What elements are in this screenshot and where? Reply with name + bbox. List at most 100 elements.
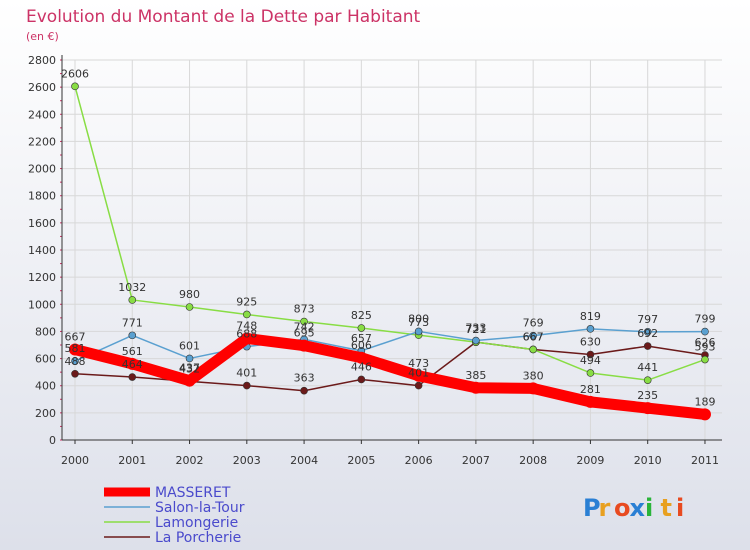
data-label: 773 xyxy=(408,316,429,329)
series-point xyxy=(71,82,79,91)
y-tick-label: 2200 xyxy=(28,135,56,148)
series-point xyxy=(71,369,79,378)
data-label: 771 xyxy=(122,316,143,329)
series-point xyxy=(243,310,251,319)
x-tick-label: 2008 xyxy=(519,454,547,467)
y-tick-label: 200 xyxy=(35,407,56,420)
chart-title: Evolution du Montant de la Dette par Hab… xyxy=(26,7,421,27)
series-point xyxy=(701,355,709,364)
legend-label: MASSERET xyxy=(155,485,231,501)
series-point xyxy=(643,342,652,350)
legend-label: Lamongerie xyxy=(155,515,238,531)
data-label: 748 xyxy=(236,319,257,332)
data-label: 441 xyxy=(637,361,658,374)
data-label: 235 xyxy=(637,389,658,402)
series-point xyxy=(414,381,423,390)
series-point xyxy=(71,357,79,365)
data-label: 281 xyxy=(580,383,601,396)
logo-letter: r xyxy=(599,494,611,522)
series-line xyxy=(74,85,706,381)
data-label: 401 xyxy=(236,367,257,380)
x-tick-label: 2010 xyxy=(634,454,662,467)
y-tick-label: 1000 xyxy=(28,298,56,311)
x-tick-label: 2007 xyxy=(462,454,490,467)
series-point xyxy=(300,386,308,395)
series-point xyxy=(641,402,654,415)
series-point xyxy=(529,345,537,354)
data-labels: 488 464 432 401 363 446 401 721 667 630 692 626 2606… xyxy=(61,67,715,408)
series-point xyxy=(185,303,194,311)
y-tick-label: 2400 xyxy=(28,108,56,121)
data-label: 401 xyxy=(408,367,429,380)
data-label: 742 xyxy=(294,320,315,333)
series-point xyxy=(469,381,482,394)
data-label: 446 xyxy=(351,360,372,373)
y-tick-label: 1200 xyxy=(28,271,56,284)
x-tick-label: 2001 xyxy=(118,454,146,467)
series-line xyxy=(69,332,711,420)
series-point xyxy=(414,327,423,336)
data-label: 688 xyxy=(236,328,257,341)
series-point xyxy=(183,374,196,387)
y-tick-label: 1400 xyxy=(28,244,56,257)
data-label: 464 xyxy=(122,358,143,371)
data-label: 721 xyxy=(465,323,486,336)
y-tick-label: 400 xyxy=(35,380,56,393)
y-tick-label: 2600 xyxy=(28,81,56,94)
series-point xyxy=(185,354,194,363)
data-label: 800 xyxy=(408,312,429,325)
x-tick-label: 2000 xyxy=(61,454,89,467)
proxiti-logo: Pr o x i t i xyxy=(583,494,684,522)
series-point xyxy=(698,408,711,421)
series-point xyxy=(529,331,537,340)
axes: 0 200 400 600 800 1000 1200 1400 1600 1800 2000 220… xyxy=(28,54,722,467)
data-label: 561 xyxy=(122,345,143,358)
y-tick-label: 1800 xyxy=(28,190,56,203)
x-tick-label: 2006 xyxy=(405,454,433,467)
data-label: 189 xyxy=(694,395,715,408)
legend-label: Salon-la-Tour xyxy=(155,500,245,516)
logo-letter: P xyxy=(583,494,601,522)
series-point xyxy=(584,395,597,408)
data-label: 733 xyxy=(465,322,486,335)
data-label: 980 xyxy=(179,288,200,301)
series-point xyxy=(128,373,137,381)
x-tick-label: 2004 xyxy=(290,454,318,467)
series-point xyxy=(412,369,425,382)
data-label: 601 xyxy=(179,339,200,352)
data-label: 380 xyxy=(523,369,544,382)
series-point xyxy=(240,332,253,345)
data-label: 799 xyxy=(694,313,715,326)
data-label: 825 xyxy=(351,309,372,322)
data-label: 695 xyxy=(294,327,315,340)
logo-letter: i xyxy=(645,494,653,522)
series-point xyxy=(128,296,137,304)
data-label: 593 xyxy=(694,341,715,354)
data-label: 494 xyxy=(580,354,601,367)
y-tick-label: 2000 xyxy=(28,163,56,176)
data-label: 819 xyxy=(580,310,601,323)
x-tick-label: 2003 xyxy=(233,454,261,467)
x-tick-label: 2005 xyxy=(347,454,375,467)
series-point xyxy=(126,357,139,370)
series-point xyxy=(472,336,480,345)
logo-letter: t xyxy=(661,494,672,522)
y-tick-label: 0 xyxy=(49,434,56,447)
series xyxy=(69,82,711,421)
legend-label: La Porcherie xyxy=(155,530,241,546)
logo-letter: o xyxy=(614,494,631,522)
x-tick-label: 2009 xyxy=(576,454,604,467)
data-label: 473 xyxy=(408,357,429,370)
logo-letter: i xyxy=(676,494,684,522)
data-label: 1032 xyxy=(118,281,146,294)
data-label: 363 xyxy=(294,372,315,385)
data-label: 630 xyxy=(580,336,601,349)
data-label: 692 xyxy=(637,327,658,340)
series-point xyxy=(701,327,709,336)
series-line xyxy=(74,328,706,362)
series-point xyxy=(527,382,540,395)
y-tick-label: 600 xyxy=(35,353,56,366)
series-point xyxy=(128,331,137,340)
data-label: 769 xyxy=(523,317,544,330)
